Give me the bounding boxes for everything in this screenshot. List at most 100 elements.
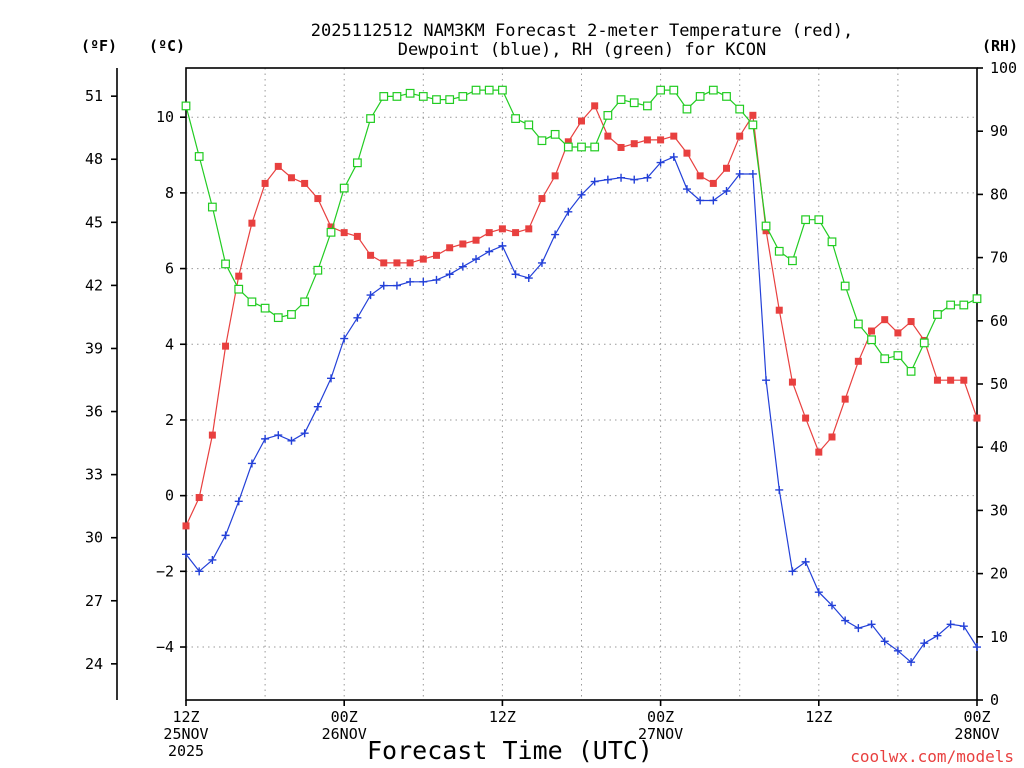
data-point (695, 92, 705, 101)
data-point (736, 132, 744, 140)
data-point (762, 376, 771, 385)
data-point (919, 338, 929, 348)
data-point (669, 85, 679, 95)
data-point (524, 274, 533, 283)
data-point (366, 291, 375, 300)
data-point (405, 88, 415, 98)
rh-tick-label: 30 (990, 501, 1008, 519)
data-point (840, 281, 850, 291)
data-point (906, 366, 916, 376)
data-point (235, 272, 243, 280)
data-point (643, 136, 651, 144)
data-point (511, 270, 520, 279)
data-point (485, 229, 493, 237)
data-point (617, 173, 626, 182)
data-point (563, 142, 573, 152)
data-point (406, 277, 415, 286)
data-point (300, 297, 310, 307)
data-point (248, 219, 256, 227)
data-point (722, 186, 731, 195)
data-point (657, 136, 665, 144)
fahrenheit-tick-label: 36 (85, 403, 103, 421)
x-tick-label: 00Z (647, 708, 674, 726)
data-point (538, 195, 546, 203)
data-point (972, 294, 982, 304)
data-point (682, 185, 691, 194)
data-point (485, 247, 494, 256)
data-point (313, 265, 323, 275)
data-point (893, 646, 902, 655)
data-point (960, 376, 968, 384)
data-point (577, 142, 586, 152)
data-point (419, 255, 427, 263)
data-point (459, 240, 467, 248)
data-point (867, 620, 876, 629)
x-axis-title: Forecast Time (UTC) (367, 736, 653, 765)
data-point (446, 244, 454, 252)
data-point (340, 229, 348, 237)
x-tick-label: 00Z (331, 708, 358, 726)
fahrenheit-tick-label: 27 (85, 592, 103, 610)
fahrenheit-tick-label: 48 (85, 150, 103, 168)
gridlines (186, 68, 977, 700)
data-point (947, 376, 955, 384)
data-point (841, 616, 850, 625)
data-point (182, 522, 190, 530)
data-point (880, 354, 890, 364)
data-point (630, 175, 639, 184)
data-point (973, 414, 981, 422)
data-point (827, 237, 837, 247)
data-point (801, 215, 811, 225)
data-point (392, 281, 401, 290)
data-point (524, 120, 534, 130)
data-point (327, 223, 335, 231)
x-tick-label: 28NOV (954, 725, 999, 743)
fahrenheit-tick-label: 42 (85, 276, 103, 294)
fahrenheit-tick-label: 45 (85, 213, 103, 231)
data-point (933, 376, 941, 384)
data-point (643, 173, 652, 182)
data-point (551, 230, 560, 239)
data-point (617, 143, 625, 151)
data-point (748, 120, 758, 130)
data-point (432, 251, 440, 259)
data-point (907, 658, 916, 667)
data-point (709, 196, 718, 205)
data-point (696, 196, 705, 205)
data-point (525, 225, 533, 233)
rh-tick-label: 0 (990, 691, 999, 709)
data-point (182, 550, 190, 559)
data-point (327, 374, 336, 383)
data-point (577, 190, 586, 199)
data-point (458, 262, 467, 271)
data-point (208, 431, 216, 439)
data-point (590, 177, 599, 186)
data-point (353, 232, 361, 240)
rh-axis-label: (RH) (982, 37, 1018, 55)
data-point (590, 142, 600, 152)
data-point (775, 306, 783, 314)
data-point (959, 300, 969, 310)
data-point (379, 281, 388, 290)
data-point (367, 251, 375, 259)
data-point (221, 259, 230, 269)
data-point (234, 497, 243, 506)
data-point (392, 92, 402, 101)
celsius-tick-label: 4 (165, 335, 174, 353)
data-point (261, 434, 270, 443)
rh-tick-label: 50 (990, 375, 1008, 393)
celsius-tick-label: −2 (156, 562, 174, 580)
data-point (300, 429, 309, 438)
data-point (868, 327, 876, 335)
data-point (550, 129, 560, 139)
series-dewpoint (182, 152, 981, 667)
rh-tick-label: 60 (990, 312, 1008, 330)
celsius-tick-label: −4 (156, 638, 174, 656)
rh-tick-label: 70 (990, 249, 1008, 267)
data-point (498, 225, 506, 233)
data-point (418, 92, 428, 101)
data-point (788, 256, 797, 266)
celsius-tick-label: 10 (156, 108, 174, 126)
fahrenheit-tick-label: 33 (85, 466, 103, 484)
data-point (287, 310, 296, 319)
